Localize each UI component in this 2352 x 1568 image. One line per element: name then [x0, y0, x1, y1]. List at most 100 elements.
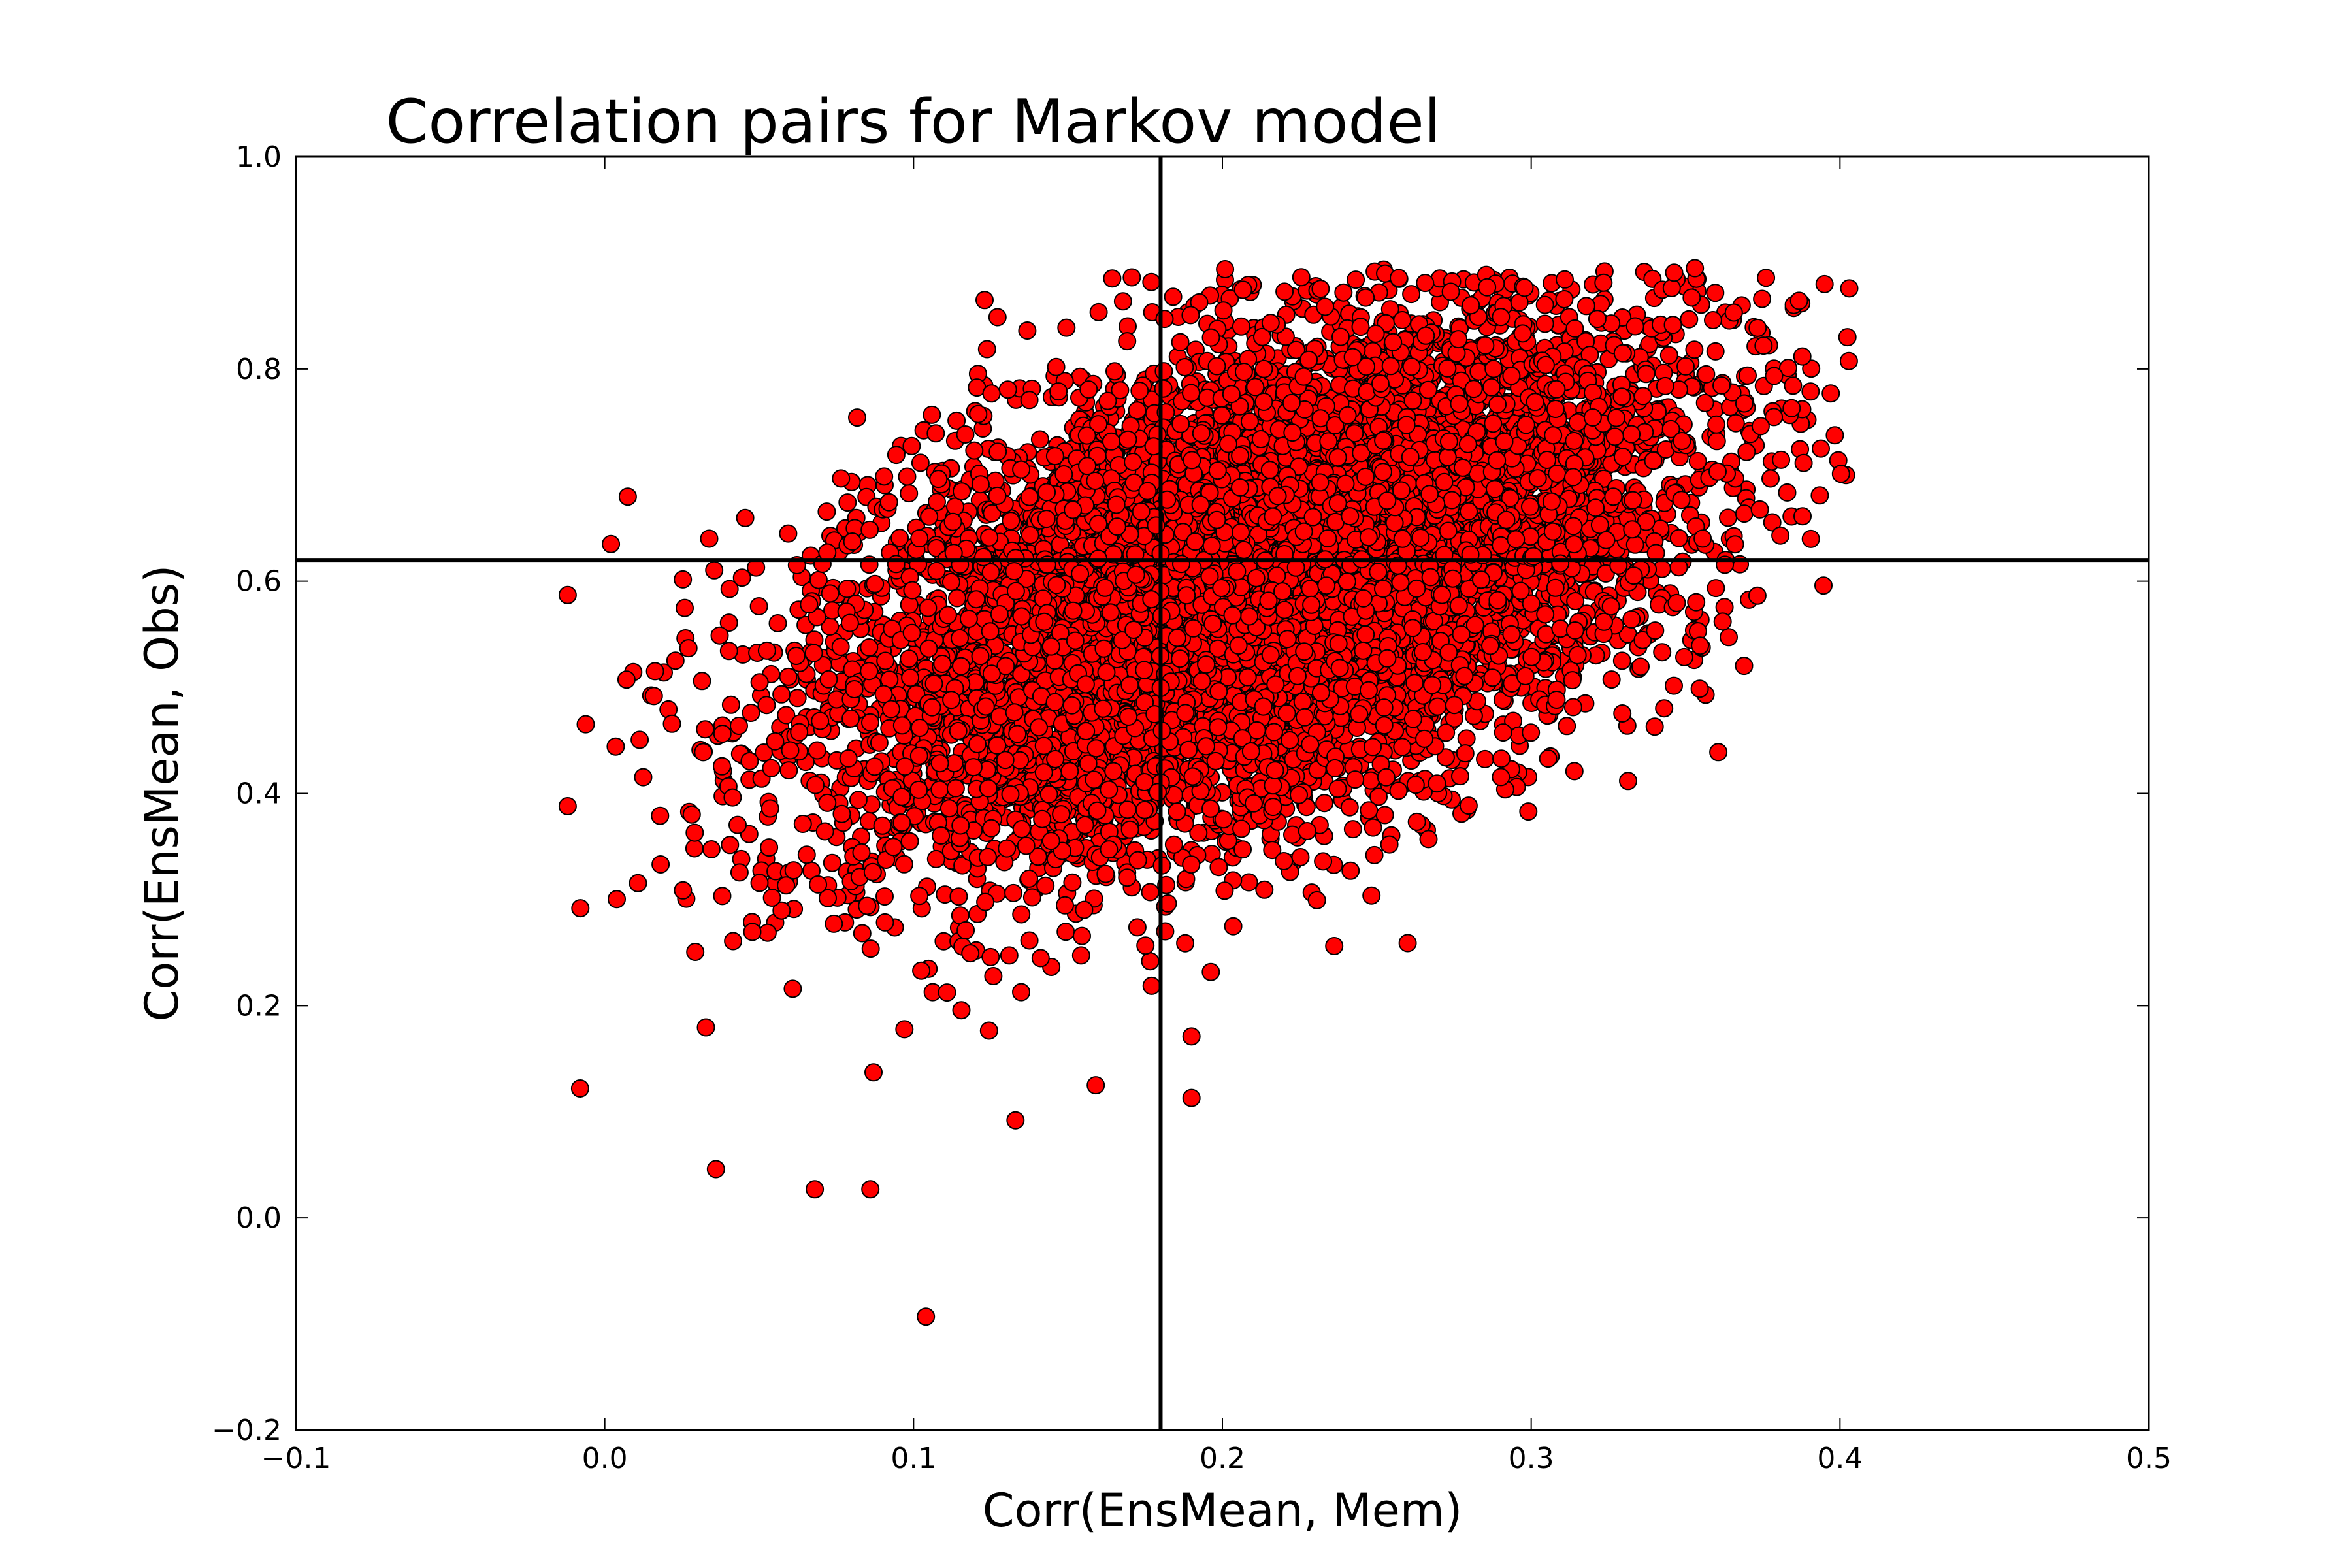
data-point: [576, 715, 595, 734]
data-point: [1232, 317, 1250, 336]
data-point: [662, 714, 681, 733]
data-point: [768, 614, 787, 632]
data-point: [634, 768, 653, 787]
data-point: [702, 840, 721, 858]
data-point: [1704, 311, 1722, 329]
data-point: [1239, 873, 1258, 892]
data-point: [875, 913, 894, 932]
data-point: [923, 405, 941, 424]
data-point: [724, 932, 743, 951]
data-point: [1735, 504, 1754, 523]
data-point: [783, 979, 802, 998]
data-point: [1719, 508, 1737, 527]
data-point: [758, 923, 777, 942]
data-point: [1340, 798, 1359, 817]
data-point: [1214, 301, 1233, 320]
points-layer: [558, 259, 1859, 1326]
data-point: [721, 836, 740, 855]
data-point: [984, 967, 1003, 985]
data-point: [1347, 270, 1365, 289]
data-point: [1706, 284, 1725, 302]
data-point: [977, 340, 996, 359]
data-point: [1706, 342, 1725, 361]
data-point: [1563, 698, 1582, 717]
data-point: [674, 570, 693, 589]
data-point: [1103, 269, 1122, 288]
data-point: [1613, 448, 1632, 466]
data-point: [1056, 923, 1075, 941]
data-point: [742, 704, 760, 722]
data-point: [875, 887, 894, 906]
data-point: [1612, 651, 1631, 670]
data-point: [808, 741, 826, 760]
data-point: [1315, 794, 1334, 813]
data-point: [645, 662, 664, 681]
data-point: [1216, 260, 1235, 278]
data-point: [797, 845, 816, 864]
data-point: [1000, 946, 1019, 965]
data-point: [1810, 486, 1829, 505]
data-point: [1726, 414, 1745, 433]
data-point: [1141, 952, 1160, 971]
data-point: [902, 436, 921, 455]
data-point: [1255, 880, 1274, 899]
data-point: [838, 493, 857, 512]
data-point: [777, 706, 796, 725]
data-point: [676, 598, 694, 617]
data-point: [679, 639, 698, 658]
data-point: [651, 806, 670, 825]
data-point: [686, 943, 705, 961]
data-point: [853, 924, 872, 943]
data-point: [1748, 586, 1767, 605]
data-point: [793, 815, 812, 833]
data-point: [981, 947, 1000, 966]
data-point: [1030, 430, 1049, 449]
data-point: [1724, 303, 1743, 322]
data-point: [1793, 347, 1812, 366]
data-point: [1801, 529, 1820, 548]
data-point: [571, 899, 590, 918]
data-point: [947, 411, 966, 430]
data-point: [1402, 285, 1421, 304]
data-point: [910, 887, 929, 906]
data-point: [1018, 321, 1037, 340]
data-point: [1735, 657, 1754, 676]
data-point: [1325, 937, 1344, 955]
data-point: [1365, 845, 1384, 864]
data-point: [618, 487, 637, 506]
data-point: [772, 685, 791, 704]
data-point: [823, 853, 841, 872]
data-point: [779, 524, 798, 543]
data-point: [1680, 310, 1699, 329]
data-point: [1794, 453, 1813, 472]
data-point: [1778, 483, 1797, 502]
data-point: [1012, 905, 1031, 924]
data-point: [861, 939, 880, 958]
data-point: [848, 408, 866, 427]
data-point: [608, 890, 626, 909]
data-point: [1201, 962, 1220, 981]
data-point: [713, 887, 732, 906]
data-point: [1020, 931, 1039, 950]
data-point: [721, 695, 740, 714]
data-point: [760, 799, 779, 818]
data-point: [757, 696, 776, 715]
data-point: [949, 887, 968, 906]
data-point: [1089, 302, 1108, 321]
data-point: [651, 855, 670, 874]
data-point: [1118, 332, 1137, 351]
data-point: [1839, 351, 1858, 370]
data-point: [1690, 679, 1709, 698]
data-point: [1801, 382, 1820, 401]
data-point: [1056, 896, 1074, 915]
data-point: [832, 469, 851, 488]
data-point: [1224, 917, 1243, 936]
chart-title: Correlation pairs for Markov model: [385, 86, 1441, 157]
data-point: [788, 689, 807, 708]
data-point: [629, 874, 647, 892]
data-point: [1707, 432, 1726, 451]
data-point: [1602, 670, 1621, 689]
data-point: [696, 1018, 715, 1037]
